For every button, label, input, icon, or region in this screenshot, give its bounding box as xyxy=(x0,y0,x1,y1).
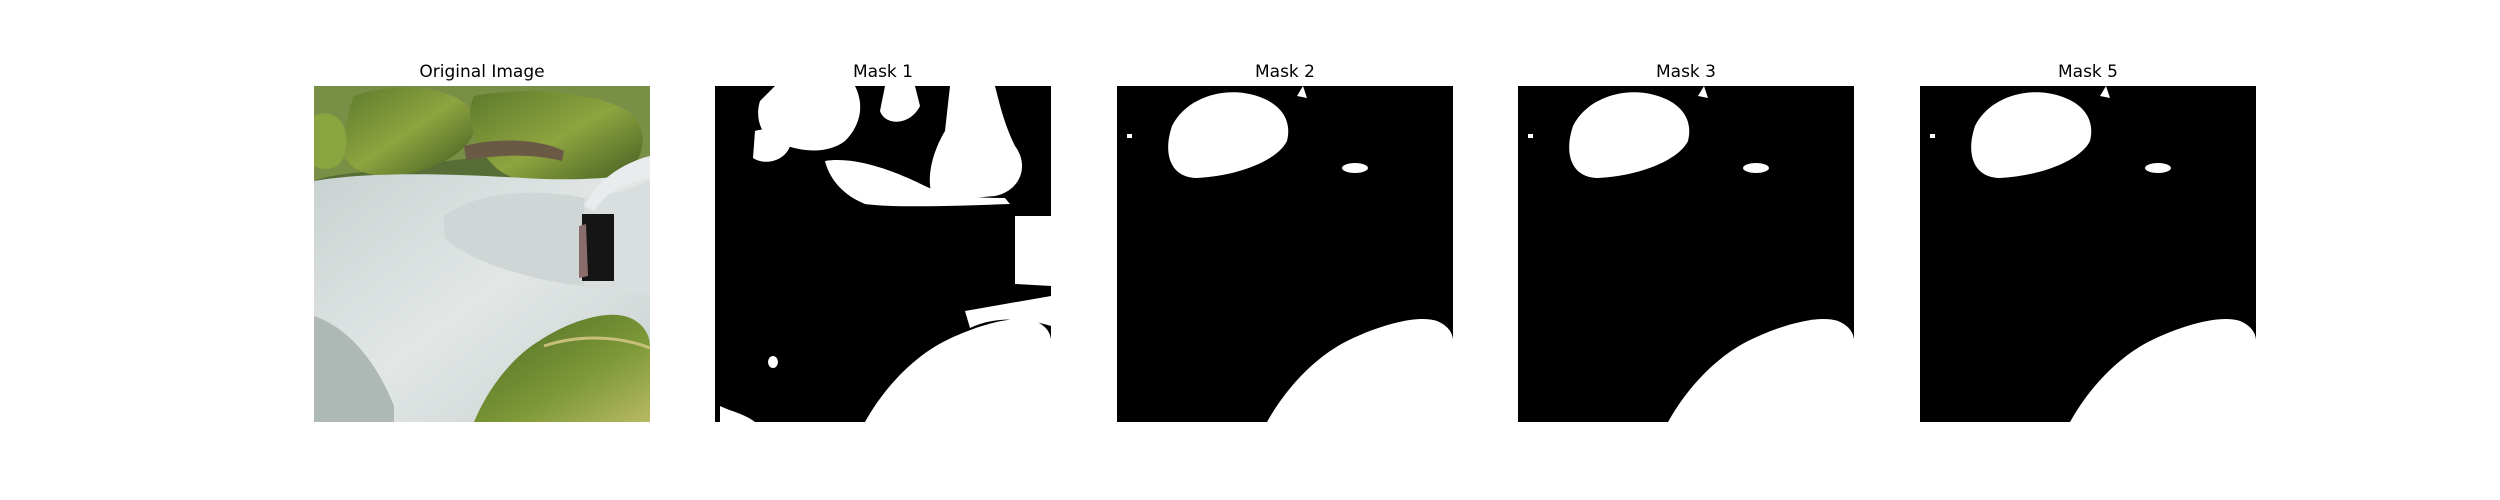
original-image xyxy=(314,86,650,422)
mask-2-image xyxy=(1117,86,1453,422)
panel-mask-5: Mask 5 xyxy=(1920,58,2256,422)
panel-title: Mask 2 xyxy=(1254,62,1315,82)
panel-title: Mask 1 xyxy=(852,62,913,82)
panel-title: Original Image xyxy=(419,62,545,82)
mask-3-image xyxy=(1518,86,1854,422)
panel-title: Mask 3 xyxy=(1655,62,1716,82)
panel-mask-1: Mask 1 xyxy=(715,58,1051,422)
panel-original-image: Original Image xyxy=(314,58,650,422)
panel-mask-2: Mask 2 xyxy=(1117,58,1453,422)
mask-5-image xyxy=(1920,86,2256,422)
panel-mask-3: Mask 3 xyxy=(1518,58,1854,422)
mask-1-image xyxy=(715,86,1051,422)
panel-title: Mask 5 xyxy=(2057,62,2118,82)
